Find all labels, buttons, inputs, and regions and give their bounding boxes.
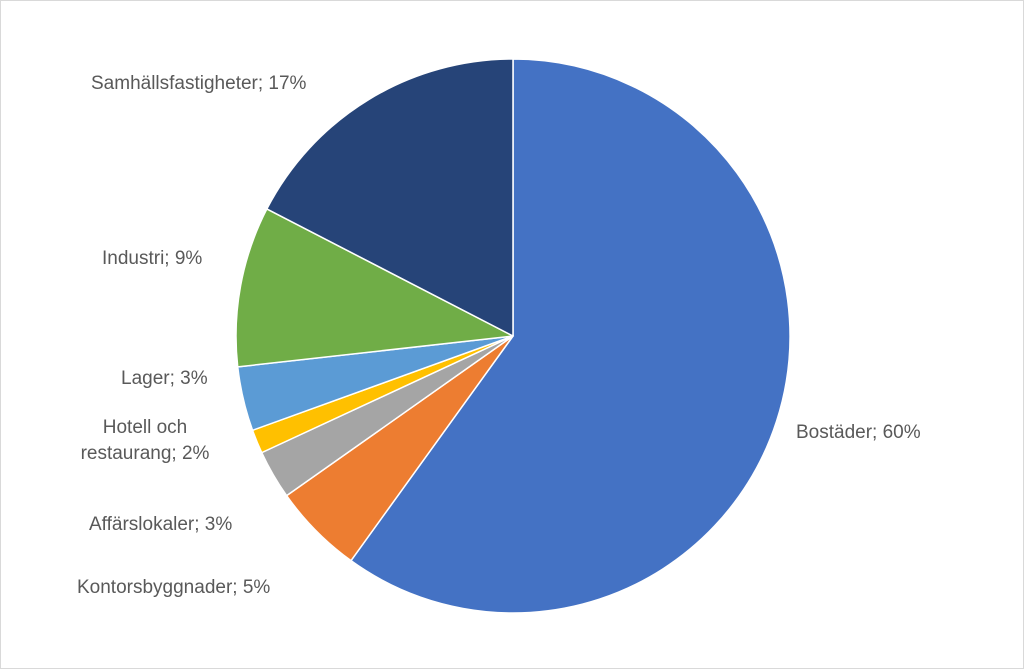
label-hotell-line2: restaurang; 2% bbox=[80, 443, 210, 464]
label-hotell-line1: Hotell och bbox=[102, 417, 188, 438]
label-industri: Industri; 9% bbox=[102, 248, 203, 269]
label-samhallsfastigheter: Samhällsfastigheter; 17% bbox=[91, 73, 307, 94]
label-hotell-och-restaurang: Hotell och restaurang; 2% bbox=[75, 415, 215, 467]
label-bostader: Bostäder; 60% bbox=[796, 422, 921, 443]
label-lager: Lager; 3% bbox=[121, 368, 208, 389]
label-affarslokaler: Affärslokaler; 3% bbox=[89, 514, 233, 535]
label-kontorsbyggnader: Kontorsbyggnader; 5% bbox=[77, 577, 271, 598]
pie-slice-bostäder bbox=[350, 58, 791, 614]
pie-slice-industri bbox=[235, 208, 514, 368]
pie-slice-samhällsfastigheter bbox=[266, 58, 514, 337]
